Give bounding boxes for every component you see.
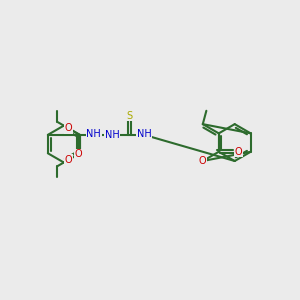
Text: O: O <box>235 147 242 157</box>
Text: O: O <box>64 155 72 165</box>
Text: O: O <box>64 123 72 133</box>
Text: NH: NH <box>86 129 101 139</box>
Text: NH: NH <box>105 130 119 140</box>
Text: O: O <box>199 156 207 166</box>
Text: O: O <box>75 149 82 159</box>
Text: NH: NH <box>137 129 152 139</box>
Text: S: S <box>126 110 132 121</box>
